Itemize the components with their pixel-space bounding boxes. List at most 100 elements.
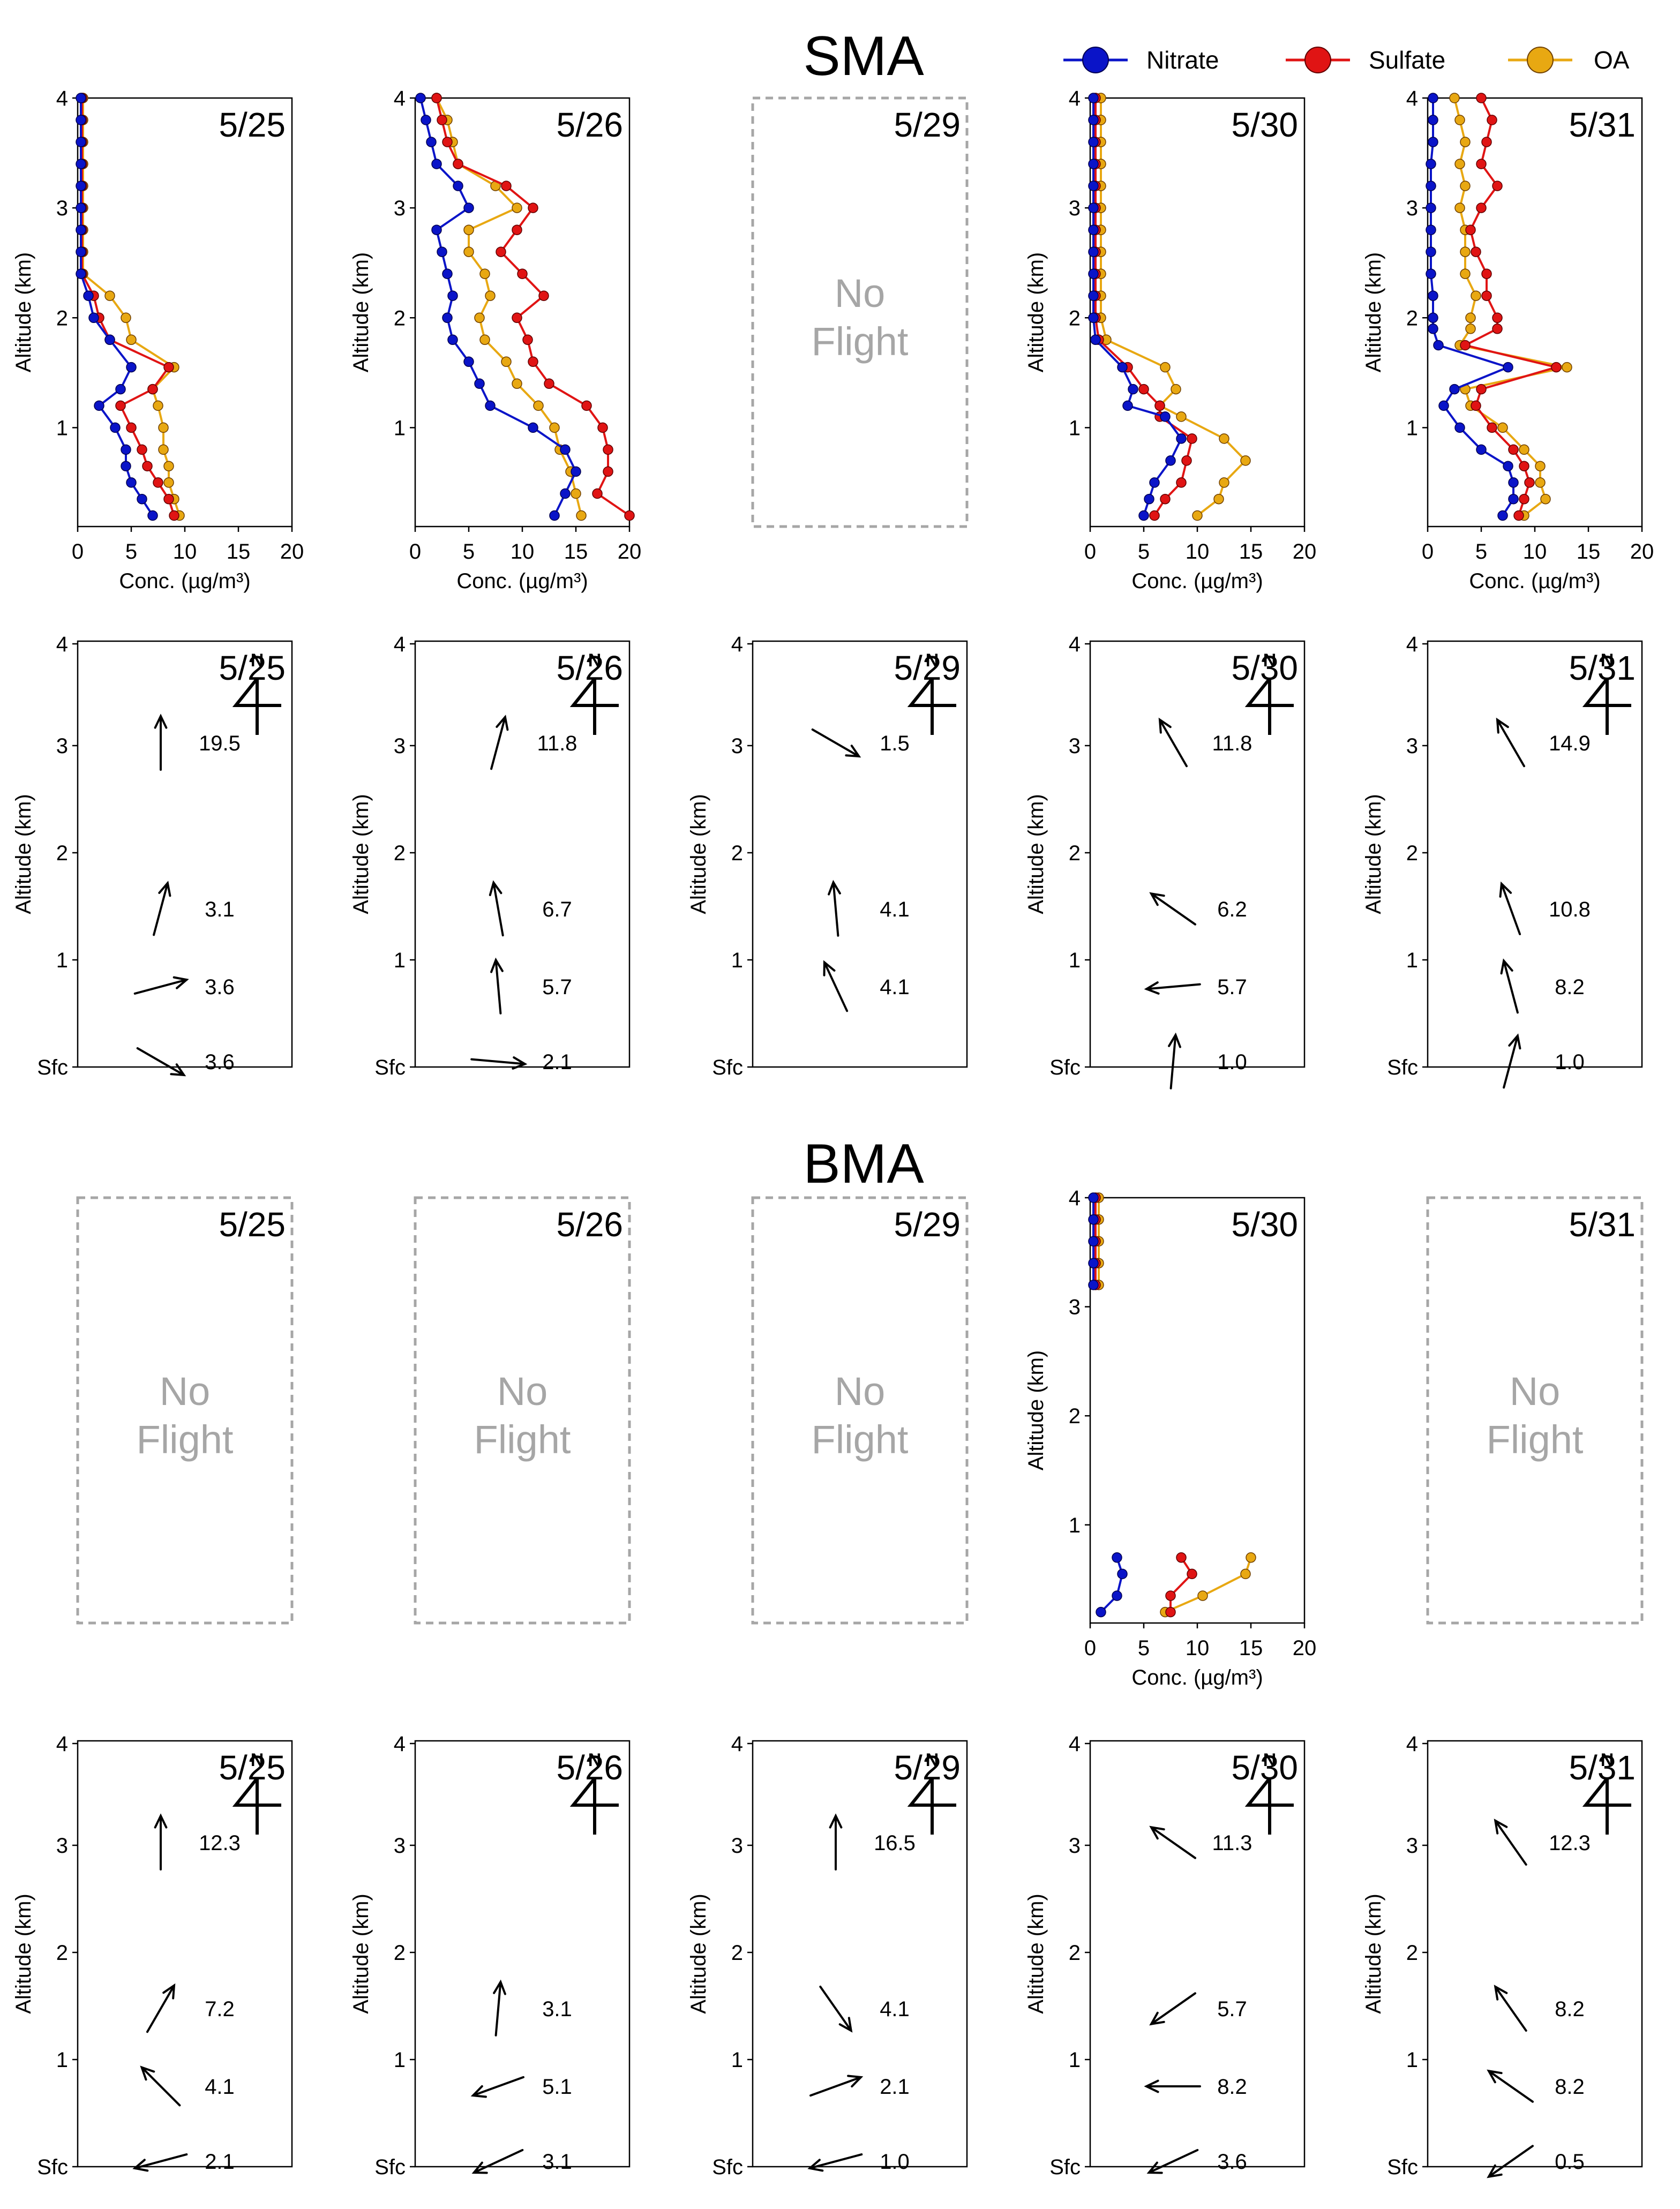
sma-5-30-wind-wind-speed-label: 11.8 <box>1212 732 1252 755</box>
sma-5-29-wind-frame <box>752 640 968 1068</box>
sma-5-25-conc-sulfate-point <box>115 400 126 411</box>
sma-5-26-conc-sulfate-point <box>528 356 538 367</box>
sma-5-31-conc-nitrate-point <box>1508 477 1519 488</box>
sma-5-25-conc-nitrate-point <box>76 224 86 235</box>
sma-5-26-wind-north-icon <box>569 678 619 735</box>
sma-5-31-wind-ytick-label: 1 <box>1406 949 1418 972</box>
bma-5-25-wind-north-label: N <box>251 1750 264 1770</box>
bma-5-30-wind-ytick-label: 4 <box>1069 1732 1081 1756</box>
sma-5-31-wind-wind-speed-label: 8.2 <box>1555 975 1585 999</box>
sma-5-26-conc-nitrate-point <box>571 466 581 477</box>
sma-5-25-conc-sulfate-point <box>142 461 153 471</box>
sma-5-25-conc-oa-point <box>153 400 163 411</box>
bma-5-26-wind-wind-speed-label: 3.1 <box>542 2150 572 2174</box>
sma-5-30-wind-date-label: 5/30 <box>1231 649 1298 687</box>
sma-5-31-conc-nitrate-point <box>1426 159 1436 169</box>
sma-5-25-conc-nitrate-point <box>76 202 86 213</box>
sma-5-30-wind-ytick-label: 2 <box>1069 841 1081 865</box>
sma-5-31-conc-oa-point <box>1562 362 1572 373</box>
bma-5-30-wind-wind-arrow <box>1149 1992 1196 2026</box>
sma-5-30-wind-north-label: N <box>1263 650 1277 671</box>
bma-5-29-wind-frame <box>752 1740 968 2168</box>
sma-5-29-conc-no-flight-frame <box>751 96 969 528</box>
bma-5-30-conc-ytick-label: 3 <box>1069 1296 1081 1319</box>
sma-5-26-conc-nitrate-point <box>431 159 442 169</box>
sma-5-25-conc-frame <box>77 97 293 528</box>
sma-5-31-conc-ytick-label: 4 <box>1406 87 1418 110</box>
sma-5-31-conc-oa-point <box>1497 422 1508 433</box>
sma-5-26-conc-ytick-label: 2 <box>394 306 406 330</box>
sma-5-26-wind-y-axis-title: Altitude (km) <box>349 794 373 914</box>
bma-5-30-wind-ytick-label: Sfc <box>1049 2155 1081 2179</box>
sma-5-25-conc-ytick-label: 4 <box>56 87 68 110</box>
sma-5-31-conc-nitrate-point <box>1426 202 1436 213</box>
bma-5-29-wind-ytick-label: 4 <box>731 1732 743 1756</box>
sma-5-25-conc-ytick-label: 3 <box>56 197 68 220</box>
bma-5-31-wind-ytick-label: 4 <box>1406 1732 1418 1756</box>
sma-5-31-conc-nitrate-point <box>1497 510 1508 521</box>
sma-5-25-conc-oa-point <box>163 461 174 471</box>
region-title-bma: BMA <box>803 1133 924 1195</box>
sma-5-26-conc-nitrate-point <box>426 137 437 147</box>
sma-5-29-wind-wind-arrow <box>823 960 849 1012</box>
sma-5-26-conc-sulfate-point <box>597 422 608 433</box>
bma-5-30-wind-frame <box>1089 1740 1306 2168</box>
sma-5-31-wind-ytick-label: 2 <box>1406 841 1418 865</box>
sma-5-31-wind-ytick-label: 3 <box>1406 734 1418 758</box>
sma-5-31-conc-sulfate-point <box>1476 202 1487 213</box>
sma-5-29-wind-north-label: N <box>926 650 939 671</box>
sma-5-31-conc-nitrate-point <box>1503 362 1513 373</box>
sma-5-30-conc-nitrate-point <box>1117 362 1128 373</box>
bma-5-25-conc-date-label: 5/25 <box>219 1205 286 1244</box>
sma-5-31-conc-sulfate-point <box>1492 324 1503 334</box>
bma-5-29-conc-no-flight-frame <box>751 1196 969 1625</box>
bma-5-26-wind-wind-arrow <box>493 1979 506 2037</box>
sma-5-31-conc-oa-line <box>1453 97 1568 517</box>
bma-5-31-wind-ytick-label: 1 <box>1406 2048 1418 2072</box>
sma-5-31-conc-oa-point <box>1460 137 1471 147</box>
sma-5-31-conc-sulfate-point <box>1508 444 1519 455</box>
sma-5-25-conc-nitrate-point <box>121 444 131 455</box>
sma-5-31-conc-oa-point <box>1471 290 1481 301</box>
sma-5-31-conc-nitrate-point <box>1428 137 1438 147</box>
sma-5-31-conc-y-axis-title: Altitude (km) <box>1362 252 1385 373</box>
sma-5-29-wind-north-icon <box>907 678 956 735</box>
sma-5-26-conc-xtick-label: 5 <box>463 540 475 563</box>
sma-5-26-wind-ytick-label: 2 <box>394 841 406 865</box>
bma-5-30-wind-panel: Sfc 1 2 3 4 Altitude (km) N 11.3 5.7 8.2 3.6 5/30 <box>1024 1732 1306 2179</box>
sma-5-31-conc-oa-point <box>1535 461 1546 471</box>
sma-5-30-conc-ytick-label: 1 <box>1069 416 1081 440</box>
bma-5-30-wind-ytick-label: 3 <box>1069 1834 1081 1858</box>
bma-5-31-wind-y-axis-title: Altitude (km) <box>1362 1894 1385 2014</box>
sma-5-26-wind-wind-speed-label: 2.1 <box>542 1050 572 1074</box>
sma-5-25-conc-sulfate-point <box>147 384 158 395</box>
sma-5-26-conc-oa-point <box>576 510 587 521</box>
bma-5-25-wind-ytick-label: 1 <box>56 2048 68 2072</box>
bma-5-30-wind-ytick-label: 1 <box>1069 2048 1081 2072</box>
sma-5-26-conc-sulfate-point <box>431 93 442 103</box>
sma-5-31-conc-ytick-label: 1 <box>1406 416 1418 440</box>
sma-5-31-conc-sulfate-point <box>1492 312 1503 324</box>
sma-5-25-wind-wind-arrow <box>153 881 171 936</box>
sma-5-29-wind-ytick-label: Sfc <box>712 1056 743 1079</box>
sma-5-30-wind-wind-arrow <box>1168 1032 1181 1090</box>
sma-5-26-conc-y-axis-title: Altitude (km) <box>349 252 373 373</box>
sma-5-25-conc-nitrate-point <box>83 290 94 301</box>
sma-5-31-conc-ytick-label: 2 <box>1406 306 1418 330</box>
sma-5-31-conc-nitrate-point <box>1476 444 1487 455</box>
sma-5-31-wind-wind-speed-label: 14.9 <box>1549 732 1591 755</box>
sma-5-31-conc-sulfate-point <box>1519 461 1529 471</box>
sma-5-30-conc-oa-point <box>1171 384 1181 395</box>
bma-5-30-conc-ytick-label: 2 <box>1069 1404 1081 1428</box>
sma-5-30-conc-sulfate-point <box>1176 477 1187 488</box>
bma-5-30-conc-nitrate-point <box>1088 1280 1099 1290</box>
sma-5-31-conc-sulfate-point <box>1524 477 1535 488</box>
sma-5-30-conc-xtick-label: 0 <box>1084 540 1096 563</box>
sma-5-25-conc-oa-point <box>121 312 131 324</box>
sma-5-30-conc-nitrate-point <box>1088 115 1099 125</box>
bma-5-25-wind-wind-speed-label: 4.1 <box>205 2075 235 2099</box>
sma-5-26-conc-sulfate-point <box>528 202 538 213</box>
sma-5-26-conc-xtick-label: 20 <box>618 540 642 563</box>
